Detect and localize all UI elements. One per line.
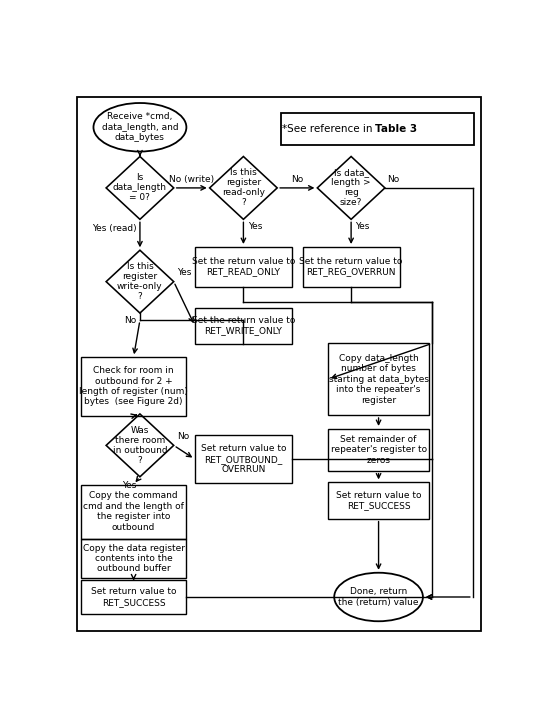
Text: Set return value to
RET_SUCCESS: Set return value to RET_SUCCESS (91, 587, 177, 606)
Text: Is data_
length >
reg
size?: Is data_ length > reg size? (331, 168, 371, 208)
Text: Set return value to
RET_OUTBOUND_
OVERRUN: Set return value to RET_OUTBOUND_ OVERRU… (201, 444, 286, 474)
Text: Yes (read): Yes (read) (92, 224, 137, 233)
Text: Is this
register
read-only
?: Is this register read-only ? (222, 168, 265, 208)
Text: Copy data_length
number of bytes
starting at data_bytes
into the repeater's
regi: Copy data_length number of bytes startin… (329, 354, 428, 405)
Text: Copy the command
cmd and the length of
the register into
outbound: Copy the command cmd and the length of t… (83, 491, 184, 532)
Text: Table 3: Table 3 (376, 124, 417, 134)
Text: Set return value to
RET_SUCCESS: Set return value to RET_SUCCESS (336, 490, 421, 511)
Text: Yes: Yes (177, 268, 191, 277)
Text: Is this
register
write-only
?: Is this register write-only ? (117, 262, 163, 301)
Text: Done, return
the (return) value: Done, return the (return) value (338, 587, 419, 606)
Text: Copy the data register
contents into the
outbound buffer: Copy the data register contents into the… (83, 543, 185, 574)
Text: No (write): No (write) (169, 175, 214, 183)
Text: Set the return value to
RET_WRITE_ONLY: Set the return value to RET_WRITE_ONLY (192, 316, 295, 335)
Text: No: No (387, 175, 399, 183)
Text: Set remainder of
repeater's register to
zeros: Set remainder of repeater's register to … (330, 435, 427, 465)
Text: Is
data_length
= 0?: Is data_length = 0? (113, 173, 167, 203)
Text: Yes: Yes (247, 222, 262, 231)
Text: No: No (124, 316, 137, 325)
Text: No: No (291, 175, 304, 183)
Text: No: No (177, 432, 189, 441)
Text: Set the return value to
RET_READ_ONLY: Set the return value to RET_READ_ONLY (192, 257, 295, 276)
Text: Check for room in
outbound for 2 +
length of register (num)
bytes  (see Figure 2: Check for room in outbound for 2 + lengt… (79, 367, 188, 407)
Text: Yes: Yes (355, 222, 370, 231)
Text: Receive *cmd,
data_length, and
data_bytes: Receive *cmd, data_length, and data_byte… (101, 112, 178, 142)
Text: Was
there room
in outbound
?: Was there room in outbound ? (113, 426, 167, 465)
Text: Set the return value to
RET_REG_OVERRUN: Set the return value to RET_REG_OVERRUN (299, 257, 403, 276)
Text: Yes: Yes (122, 481, 137, 490)
Text: *See reference in: *See reference in (282, 124, 376, 134)
